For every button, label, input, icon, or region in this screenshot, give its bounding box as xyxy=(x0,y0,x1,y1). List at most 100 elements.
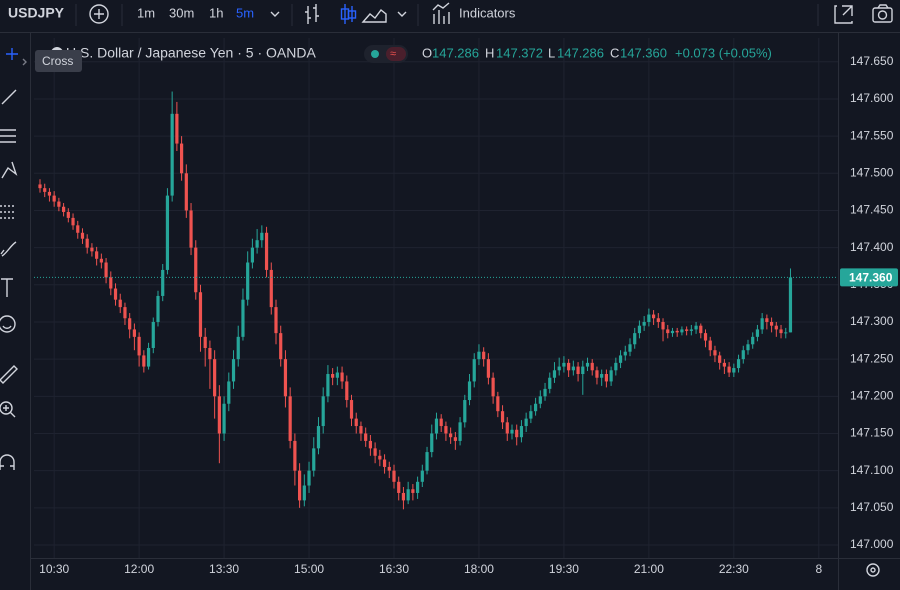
candle-body xyxy=(543,388,547,397)
candle-body xyxy=(340,372,344,382)
candle-body xyxy=(420,470,424,482)
candle-body xyxy=(661,321,665,330)
interval-button-active[interactable]: 5m xyxy=(236,5,254,20)
interval-button[interactable]: 1m xyxy=(137,5,155,20)
candle-body xyxy=(123,307,127,319)
candle-body xyxy=(279,333,283,360)
magnet-tool[interactable] xyxy=(0,454,15,470)
candle-body xyxy=(685,329,689,331)
compare-button[interactable] xyxy=(89,4,109,24)
brush-tool[interactable] xyxy=(0,241,17,257)
candle-body xyxy=(227,381,231,404)
ruler-tool[interactable] xyxy=(0,365,18,384)
candle-body xyxy=(331,374,335,378)
projection-tool[interactable] xyxy=(0,205,16,219)
data-status-icon: ≈ xyxy=(390,48,396,60)
indicators-icon[interactable] xyxy=(432,2,450,24)
candle-body xyxy=(104,262,108,278)
candle-body xyxy=(151,321,155,348)
candle-body xyxy=(222,403,226,434)
candle-body xyxy=(694,325,698,330)
candle-body xyxy=(651,314,656,319)
candle-body xyxy=(699,325,703,334)
candle-body xyxy=(585,362,590,367)
candle-body xyxy=(779,329,783,334)
y-tick-label: 147.250 xyxy=(850,351,894,365)
candle-body xyxy=(425,452,429,471)
tooltip-text: Cross xyxy=(42,54,73,68)
candle-body xyxy=(137,336,141,356)
candle-body xyxy=(463,400,467,423)
legend-label: L xyxy=(548,45,555,60)
emoji-tool[interactable] xyxy=(0,315,16,333)
candle-body xyxy=(288,396,292,441)
candle-body xyxy=(482,351,486,360)
snapshot-button[interactable] xyxy=(872,4,893,23)
candle-body xyxy=(316,426,321,449)
indicators-button[interactable]: Indicators xyxy=(459,5,516,20)
candle-body xyxy=(283,359,288,397)
fib-tool[interactable] xyxy=(0,129,16,143)
tooltip: Cross xyxy=(35,50,82,72)
candle-body xyxy=(500,411,505,423)
candle-body xyxy=(708,340,712,351)
tooltip-bg xyxy=(35,50,82,72)
candle-body xyxy=(439,418,443,427)
candle-body xyxy=(170,113,174,196)
candle-body xyxy=(401,492,406,501)
candle-body xyxy=(198,292,203,337)
candle-body xyxy=(769,321,774,326)
candle-body xyxy=(467,381,472,401)
candle-body xyxy=(491,377,495,397)
candle-body xyxy=(449,433,453,438)
x-tick-label: 15:00 xyxy=(294,562,324,576)
candle-body xyxy=(486,359,490,378)
candle-body xyxy=(453,437,457,441)
candle-body xyxy=(642,321,646,326)
candle-body xyxy=(231,359,236,382)
x-tick-label: 22:30 xyxy=(719,562,749,576)
interval-button[interactable]: 30m xyxy=(169,5,194,20)
candle-body xyxy=(519,426,524,438)
candle-body xyxy=(533,403,538,412)
candle-body xyxy=(774,325,778,330)
chart-type-dropdown[interactable] xyxy=(397,11,407,17)
bar-style-button[interactable] xyxy=(305,4,319,24)
candle-body xyxy=(368,440,372,449)
candle-body xyxy=(633,333,637,345)
candle-body xyxy=(260,232,264,241)
symbol[interactable]: USDJPY xyxy=(8,5,65,21)
candle-body xyxy=(557,366,561,371)
candle-body xyxy=(61,206,66,212)
candle-body xyxy=(274,307,278,334)
text-tool[interactable] xyxy=(1,278,13,297)
zoom-tool[interactable] xyxy=(0,401,16,418)
interval-button[interactable]: 1h xyxy=(209,5,223,20)
interval-dropdown[interactable] xyxy=(270,11,280,17)
candle-body xyxy=(496,396,500,412)
legend-value: 147.372 xyxy=(496,45,543,60)
candle-style-button[interactable] xyxy=(340,4,357,24)
candle-body xyxy=(732,368,736,373)
pattern-tool[interactable] xyxy=(1,161,18,179)
candle-body xyxy=(264,232,269,270)
settings-button[interactable] xyxy=(866,563,880,577)
candle-body xyxy=(434,418,439,434)
x-tick-label: 18:00 xyxy=(464,562,494,576)
fullscreen-button[interactable] xyxy=(834,5,853,24)
candle-body xyxy=(156,295,160,322)
candle-body xyxy=(406,489,410,501)
x-tick-label: 19:30 xyxy=(549,562,579,576)
candle-body xyxy=(307,470,311,486)
candle-body xyxy=(297,470,302,501)
candle-body xyxy=(751,336,755,345)
candle-body xyxy=(727,366,731,373)
trendline-tool[interactable] xyxy=(1,89,17,105)
area-style-button[interactable] xyxy=(361,9,387,23)
candle-body xyxy=(415,481,420,493)
candle-body xyxy=(345,381,349,401)
candle-body xyxy=(66,211,70,218)
candle-body xyxy=(680,329,684,333)
crosshair-tool[interactable] xyxy=(6,48,27,66)
